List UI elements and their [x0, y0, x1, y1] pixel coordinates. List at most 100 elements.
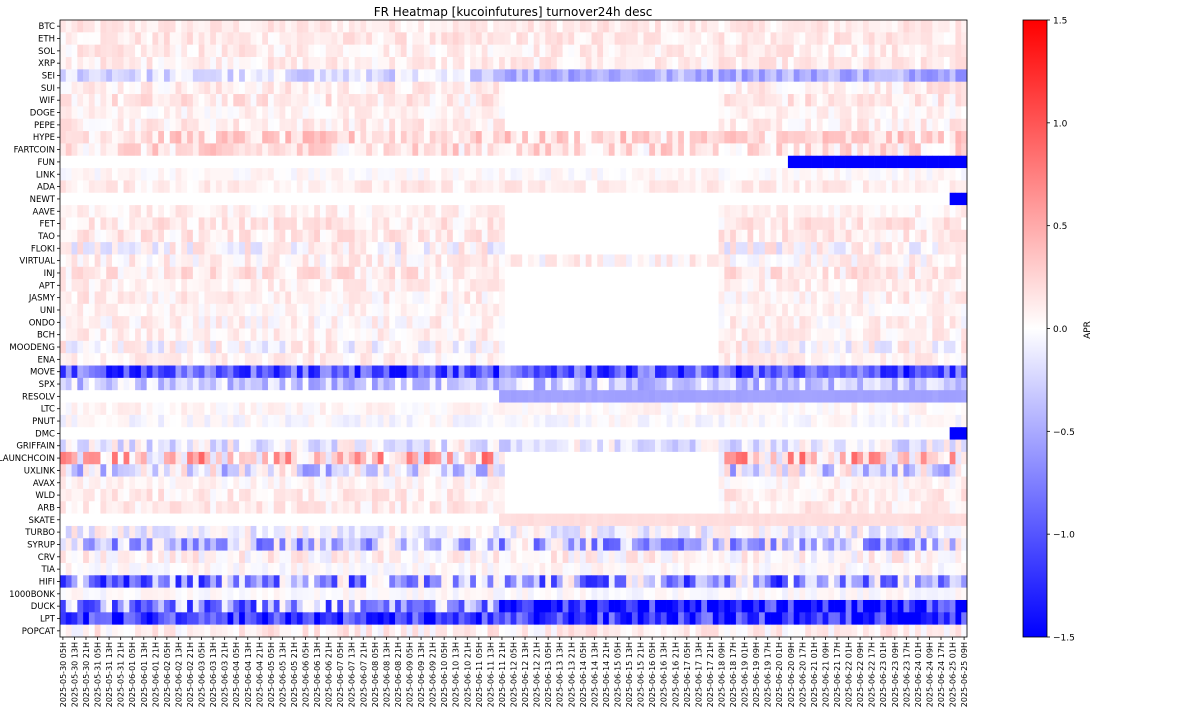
heatmap-cell	[735, 402, 742, 416]
heatmap-cell	[811, 328, 818, 342]
heatmap-cell	[146, 316, 153, 329]
heatmap-cell	[886, 242, 893, 255]
heatmap-cell	[631, 217, 639, 231]
heatmap-cell	[441, 340, 448, 354]
heatmap-cell	[955, 303, 962, 317]
heatmap-cell	[735, 118, 742, 132]
heatmap-cell	[782, 44, 789, 58]
heatmap-cell	[637, 131, 644, 144]
heatmap-cell	[140, 69, 147, 82]
heatmap-cell	[123, 353, 130, 366]
heatmap-cell	[227, 328, 234, 342]
heatmap-cell	[146, 57, 153, 70]
heatmap-cell	[666, 266, 673, 280]
heatmap-cell	[273, 402, 280, 416]
heatmap-cell	[874, 316, 881, 329]
heatmap-cell	[481, 353, 488, 366]
heatmap-cell	[412, 118, 419, 132]
heatmap-cell	[753, 69, 760, 82]
heatmap-cell	[319, 205, 327, 218]
heatmap-cell	[140, 44, 147, 58]
heatmap-cell	[187, 254, 194, 268]
heatmap-cell	[458, 279, 465, 292]
heatmap-cell	[943, 180, 950, 194]
heatmap-cell	[296, 106, 303, 120]
heatmap-cell	[516, 217, 523, 231]
heatmap-cell	[441, 168, 448, 181]
heatmap-cell	[250, 402, 257, 416]
heatmap-cell	[418, 32, 425, 45]
heatmap-cell	[452, 106, 459, 120]
heatmap-cell	[863, 340, 870, 354]
heatmap-cell	[915, 266, 922, 280]
heatmap-cell	[221, 118, 228, 132]
heatmap-cell	[920, 57, 927, 70]
heatmap-cell	[643, 143, 650, 157]
heatmap-cell	[660, 131, 667, 144]
heatmap-cell	[839, 291, 846, 305]
heatmap-cell	[909, 94, 916, 107]
heatmap-cell	[152, 365, 159, 379]
heatmap-cell	[724, 266, 731, 280]
heatmap-cell	[735, 365, 742, 379]
heatmap-cell	[192, 303, 199, 317]
heatmap-cell	[868, 69, 875, 82]
heatmap-cell	[221, 69, 228, 82]
heatmap-cell	[389, 168, 396, 181]
heatmap-cell	[874, 328, 881, 342]
heatmap-cell	[735, 279, 742, 292]
heatmap-cell	[655, 205, 662, 218]
heatmap-cell	[701, 94, 708, 107]
heatmap-cell	[649, 192, 656, 206]
heatmap-cell	[65, 217, 72, 231]
heatmap-cell	[834, 69, 841, 82]
heatmap-cell	[181, 279, 188, 292]
heatmap-cell	[597, 266, 604, 280]
heatmap-cell	[337, 94, 344, 107]
heatmap-cell	[539, 377, 546, 391]
heatmap-cell	[181, 217, 188, 231]
heatmap-cell	[470, 402, 477, 416]
heatmap-cell	[608, 69, 615, 82]
heatmap-cell	[759, 291, 766, 305]
heatmap-cell	[828, 390, 835, 403]
heatmap-cell	[423, 353, 431, 366]
heatmap-cell	[221, 279, 228, 292]
heatmap-cell	[140, 57, 147, 70]
heatmap-cell	[949, 106, 956, 120]
heatmap-cell	[949, 229, 956, 243]
heatmap-cell	[135, 266, 142, 280]
heatmap-cell	[672, 192, 679, 206]
heatmap-cell	[660, 155, 667, 169]
heatmap-cell	[371, 20, 379, 33]
heatmap-cell	[753, 32, 760, 45]
heatmap-cell	[314, 377, 321, 391]
heatmap-cell	[106, 402, 113, 416]
heatmap-cell	[689, 118, 696, 132]
heatmap-cell	[955, 266, 962, 280]
heatmap-cell	[83, 143, 90, 157]
heatmap-cell	[244, 303, 251, 317]
heatmap-cell	[724, 316, 731, 329]
heatmap-cell	[620, 94, 627, 107]
heatmap-cell	[712, 365, 719, 379]
heatmap-cell	[741, 316, 748, 329]
heatmap-cell	[782, 32, 789, 45]
heatmap-cell	[285, 131, 292, 144]
heatmap-cell	[943, 32, 950, 45]
heatmap-cell	[377, 402, 384, 416]
heatmap-cell	[712, 340, 719, 354]
heatmap-cell	[753, 155, 760, 169]
heatmap-cell	[915, 69, 922, 82]
heatmap-cell	[793, 81, 800, 95]
heatmap-cell	[302, 81, 309, 95]
heatmap-cell	[672, 279, 679, 292]
heatmap-cell	[811, 180, 818, 194]
heatmap-cell	[267, 143, 275, 157]
heatmap-cell	[233, 81, 240, 95]
heatmap-cell	[493, 377, 500, 391]
heatmap-cell	[158, 143, 165, 157]
heatmap-cell	[839, 229, 846, 243]
heatmap-cell	[493, 205, 500, 218]
heatmap-cell	[152, 229, 159, 243]
